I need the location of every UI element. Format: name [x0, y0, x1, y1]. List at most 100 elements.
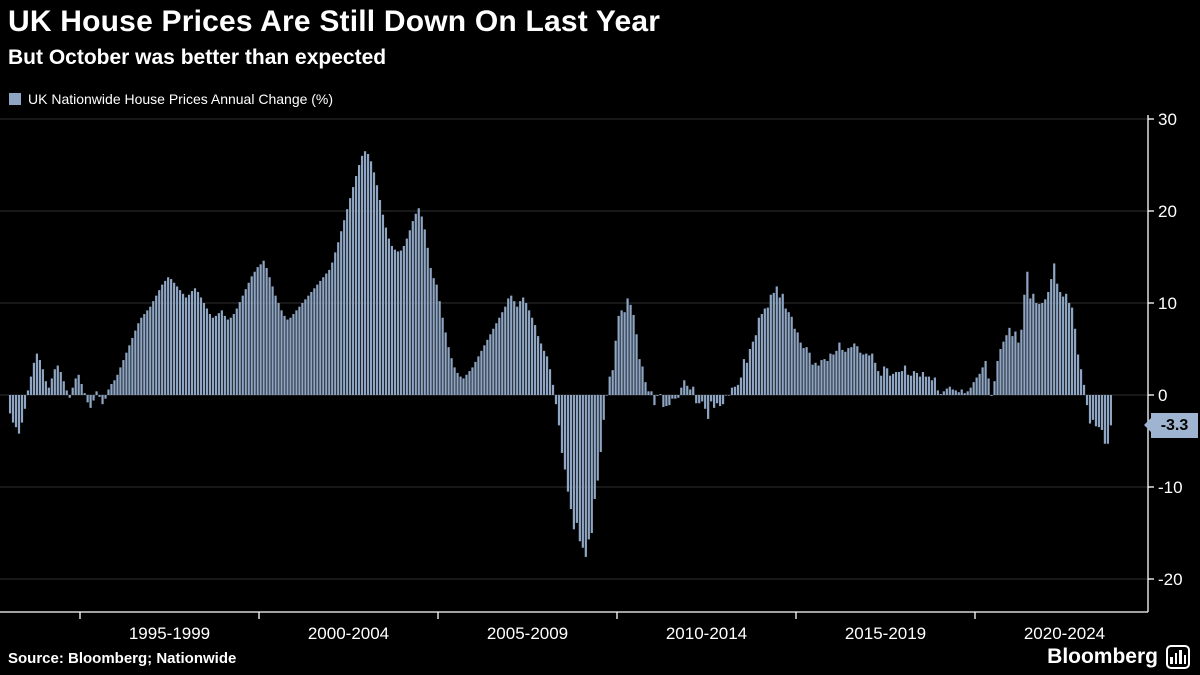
bar [113, 380, 116, 395]
bar [360, 155, 364, 395]
bar [438, 301, 441, 395]
bar [554, 395, 558, 405]
bar [519, 301, 522, 395]
bar [369, 161, 373, 395]
bar [1002, 341, 1005, 395]
bar [948, 386, 951, 395]
x-axis-label: 2010-2014 [666, 624, 747, 643]
bar [465, 374, 468, 395]
bar [289, 317, 292, 395]
bar [181, 293, 185, 395]
x-axis-label: 2020-2024 [1024, 624, 1105, 643]
bar [880, 375, 883, 395]
bar [921, 372, 925, 395]
bar [868, 355, 871, 395]
bar [220, 310, 223, 395]
bar [1085, 395, 1089, 406]
bar [886, 368, 889, 395]
bar [963, 393, 966, 395]
bar [268, 277, 271, 395]
bar [161, 284, 164, 395]
bar [399, 250, 402, 395]
bar [170, 279, 173, 395]
bar [772, 292, 775, 395]
bar [775, 286, 778, 395]
bar [978, 373, 981, 395]
bar [945, 388, 948, 395]
bar [859, 352, 862, 395]
bar [930, 380, 933, 395]
bar [909, 375, 913, 395]
bar [897, 372, 901, 395]
bar [596, 395, 599, 481]
bar [638, 359, 641, 395]
bar [414, 213, 417, 395]
bar [226, 319, 229, 395]
bar [435, 284, 438, 395]
bar [853, 343, 856, 395]
bar [295, 310, 298, 395]
bar [1047, 291, 1050, 395]
bar [620, 310, 623, 395]
bar [322, 277, 325, 395]
bar [307, 295, 310, 395]
bar [346, 209, 349, 395]
bar [787, 312, 790, 395]
bar [653, 395, 656, 406]
bar [778, 297, 781, 395]
bar [1044, 299, 1047, 395]
bar [802, 348, 805, 395]
bar [155, 295, 158, 395]
bar [29, 376, 33, 395]
bar [316, 284, 319, 395]
bar [1011, 336, 1014, 395]
bar [77, 374, 80, 395]
bar [539, 343, 543, 395]
bar [665, 395, 668, 407]
bar [871, 353, 874, 395]
bar [551, 384, 555, 395]
bar [623, 312, 626, 395]
bar [116, 374, 119, 395]
bar [883, 366, 886, 395]
bar [292, 314, 295, 395]
bar [44, 381, 47, 395]
bar [677, 395, 680, 398]
bar [319, 280, 322, 395]
last-value-label: -3.3 [1160, 416, 1189, 434]
bar [190, 291, 194, 395]
bar [214, 315, 217, 395]
bar [918, 376, 922, 395]
bar [751, 341, 754, 395]
bar [187, 294, 191, 395]
bar [534, 325, 537, 395]
bar [608, 376, 611, 395]
bar [975, 377, 978, 395]
bar [748, 349, 752, 395]
bar [217, 313, 220, 395]
bar [823, 359, 826, 395]
bar [832, 354, 835, 395]
bar [745, 362, 749, 395]
bar [707, 395, 710, 419]
bar [578, 395, 581, 542]
bar [325, 273, 328, 395]
bar [981, 367, 984, 395]
bar [1038, 303, 1041, 395]
bar [101, 395, 104, 405]
bar [343, 220, 346, 395]
bar [1059, 291, 1062, 395]
bar [35, 353, 38, 395]
bar [632, 314, 635, 395]
bar [969, 387, 972, 395]
y-tick-label: 0 [1158, 386, 1167, 405]
bar [715, 395, 719, 404]
bar [1029, 298, 1032, 395]
bar [173, 282, 176, 395]
bar [784, 308, 787, 395]
bar [659, 394, 662, 395]
bar [492, 328, 495, 395]
bar [590, 395, 593, 533]
bar [366, 153, 370, 395]
